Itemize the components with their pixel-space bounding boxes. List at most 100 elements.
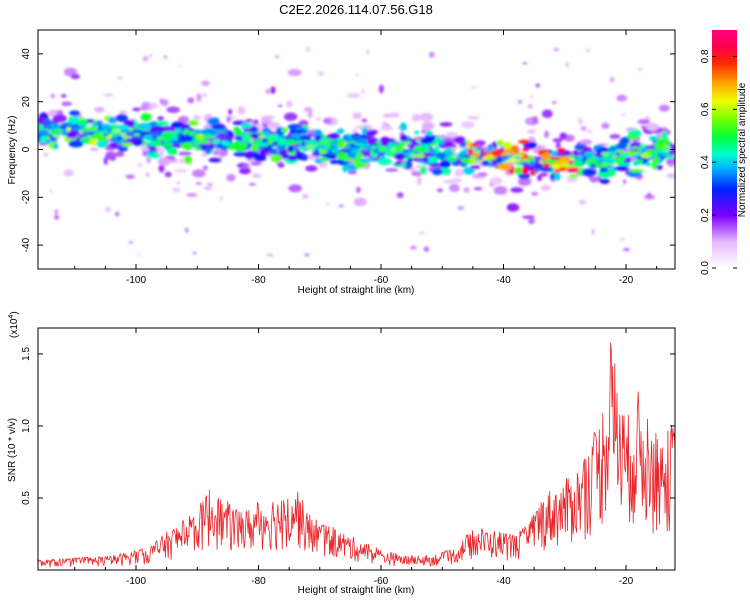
spectrogram-halo-blob <box>379 125 394 132</box>
spectrogram-blob <box>495 155 503 164</box>
spectrogram-blob <box>151 125 167 132</box>
spectrogram-blob <box>419 138 434 145</box>
spectrogram-halo-blob <box>540 185 551 191</box>
spectrogram-blob <box>529 170 536 176</box>
spectrogram-speck <box>585 48 591 53</box>
spectrogram-speck <box>178 64 181 68</box>
colorbar-label: Normalized spectral amplitude <box>737 82 748 217</box>
spectrogram-core <box>132 133 141 136</box>
spectrogram-core <box>404 141 412 145</box>
spectrogram-halo-blob <box>277 162 285 168</box>
spectrogram-blob <box>359 157 373 163</box>
spectrogram-core <box>539 159 544 164</box>
spectrogram-blob <box>39 135 48 143</box>
spectrogram-halo-blob <box>251 173 261 178</box>
spectrogram-blob <box>52 114 68 123</box>
spectrogram-core <box>446 156 457 162</box>
spectrogram-halo-blob <box>260 115 275 120</box>
spectrogram-speck <box>410 245 417 250</box>
spectrogram-speck <box>566 62 569 68</box>
spectrogram-blob <box>557 147 566 154</box>
spectrogram-blob <box>237 142 249 149</box>
spectrogram-blob <box>466 148 474 156</box>
spectrogram-speck <box>361 88 365 95</box>
spectrogram-core <box>81 128 92 132</box>
spectrogram-blob <box>553 172 561 181</box>
spectrogram-blob <box>481 160 490 166</box>
spectrogram-blob <box>167 146 178 156</box>
spectrogram-core <box>220 140 230 145</box>
spectrogram-blob <box>469 165 481 170</box>
spectrogram-blob <box>366 130 376 137</box>
spectrogram-core <box>325 139 337 143</box>
spectrogram-halo-blob <box>522 215 535 219</box>
spectrogram-halo-blob <box>361 118 368 123</box>
spectrogram-ytick-label: -40 <box>21 237 32 252</box>
spectrogram-core <box>386 148 393 154</box>
spectrogram-halo-blob <box>305 165 318 172</box>
spectrogram-halo-blob <box>192 115 201 121</box>
spectrogram-speck <box>304 253 310 257</box>
spectrogram-halo-blob <box>145 172 150 178</box>
spectrogram-core <box>378 147 386 153</box>
spectrogram-blob <box>311 151 322 157</box>
spectrogram-halo-blob <box>228 108 233 115</box>
spectrogram-speck <box>530 95 534 99</box>
spectrogram-core <box>551 163 562 169</box>
spectrogram-halo-blob <box>226 115 231 123</box>
spectrogram-blob <box>68 139 84 148</box>
spectrogram-blob <box>581 168 597 177</box>
spectrogram-heatmap <box>38 46 675 257</box>
spectrogram-speck <box>396 192 404 199</box>
spectrogram-core <box>263 142 269 147</box>
spectrogram-speck <box>105 206 111 213</box>
spectrogram-speck <box>457 206 464 211</box>
spectrogram-blob <box>577 154 584 161</box>
spectrogram-blob <box>540 152 552 161</box>
spectrogram-blob <box>521 167 529 175</box>
spectrogram-blob <box>101 123 111 132</box>
spectrogram-blob <box>298 134 312 140</box>
spectrogram-blob <box>140 112 152 122</box>
spectrogram-blob <box>270 154 283 162</box>
spectrogram-blob <box>162 142 173 147</box>
spectrogram-halo-blob <box>531 116 539 125</box>
spectrogram-halo-blob <box>645 122 659 132</box>
spectrogram-core <box>485 154 494 159</box>
spectrogram-speck <box>610 76 615 83</box>
spectrogram-speck <box>366 50 370 54</box>
spectrogram-halo-blob <box>315 116 321 121</box>
snr-ticks: -100 -80 -60 -40 -20 0.5 1.0 1.5 <box>21 328 675 587</box>
spectrogram-halo-blob <box>640 125 647 130</box>
spectrogram-speck <box>535 83 540 88</box>
spectrogram-halo-blob <box>261 119 272 124</box>
spectrogram-speck <box>618 238 626 241</box>
spectrogram-halo-blob <box>250 161 262 166</box>
spectrogram-halo-blob <box>94 106 105 113</box>
spectrogram-core <box>337 139 344 146</box>
spectrogram-halo-blob <box>238 167 251 175</box>
spectrogram-core <box>300 141 306 147</box>
spectrogram-speck <box>159 97 163 104</box>
spectrogram-blob <box>650 153 657 158</box>
spectrogram-blob <box>71 116 79 125</box>
snr-ytick-label: 1.0 <box>21 419 32 433</box>
spectrogram-halo-blob <box>517 177 532 186</box>
snr-xtick-label: -80 <box>251 576 266 587</box>
spectrogram-speck <box>114 211 120 217</box>
spectrogram-halo-blob <box>172 187 181 193</box>
spectrogram-speck <box>621 113 626 116</box>
spectrogram-halo-blob <box>303 107 313 113</box>
spectrogram-blob <box>100 141 108 148</box>
spectrogram-blob <box>208 157 222 163</box>
spectrogram-halo-blob <box>537 174 542 182</box>
spectrogram-halo-blob <box>454 169 464 177</box>
spectrogram-core <box>507 153 514 159</box>
spectrogram-speck <box>137 253 141 256</box>
spectrogram-core <box>120 129 131 133</box>
spectrogram-halo-blob <box>356 186 361 193</box>
spectrogram-halo-blob <box>149 102 159 109</box>
spectrogram-core <box>602 154 611 160</box>
spectrogram-halo-blob <box>578 117 583 125</box>
spectrogram-halo-blob <box>419 112 434 122</box>
